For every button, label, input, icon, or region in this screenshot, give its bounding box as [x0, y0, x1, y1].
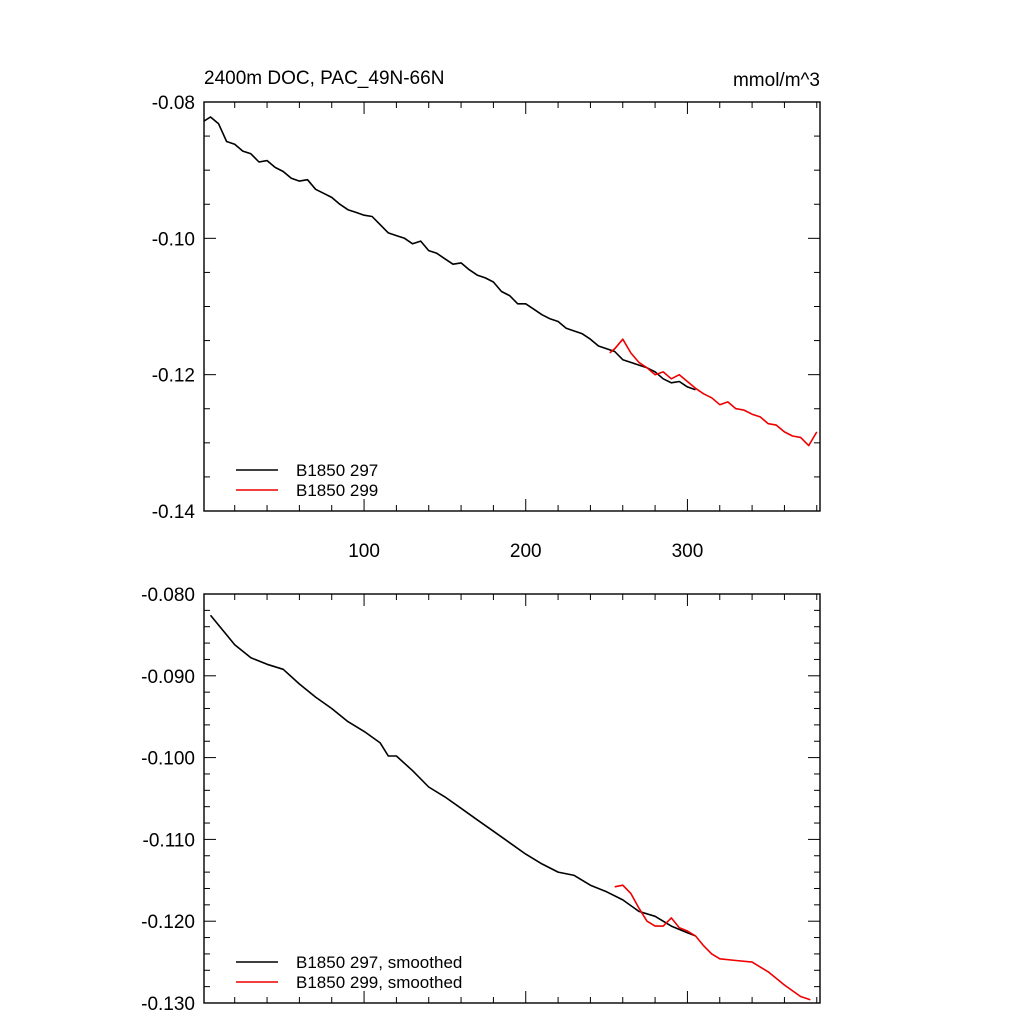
y-tick-label: -0.100	[141, 749, 195, 770]
y-tick-label: -0.080	[141, 585, 195, 606]
y-tick-label: -0.120	[141, 912, 195, 933]
plot-frame	[203, 101, 821, 512]
x-tick-label: 200	[510, 541, 542, 562]
units-label: mmol/m^3	[733, 70, 820, 91]
plot-frame	[203, 593, 821, 1004]
series-line-0	[209, 614, 696, 937]
series-line-1	[609, 338, 818, 447]
y-tick-label: -0.110	[143, 830, 195, 851]
series-line-0	[203, 116, 696, 391]
top-panel: -0.08 -0.10 -0.12 -0.14 100 200 300 B1850 297B1…	[152, 93, 821, 562]
chart-title: 2400m DOC, PAC_49N-66N	[204, 68, 444, 89]
x-tick-label: 300	[672, 541, 704, 562]
series-line-1	[614, 884, 811, 1001]
legend-label: B1850 299, smoothed	[296, 973, 462, 992]
legend-label: B1850 297, smoothed	[296, 953, 462, 972]
y-tick-label: -0.12	[152, 366, 195, 387]
y-tick-label: -0.090	[141, 667, 195, 688]
y-tick-label: -0.14	[152, 502, 196, 523]
y-tick-label: -0.10	[152, 229, 195, 250]
x-tick-label: 100	[348, 541, 380, 562]
y-tick-label: -0.08	[152, 93, 195, 114]
y-tick-label: -0.130	[141, 994, 195, 1015]
legend-label: B1850 299	[296, 481, 378, 500]
legend-label: B1850 297	[296, 461, 378, 480]
bottom-panel: -0.080 -0.090 -0.100 -0.110 -0.120 -0.130 B185…	[141, 585, 821, 1015]
